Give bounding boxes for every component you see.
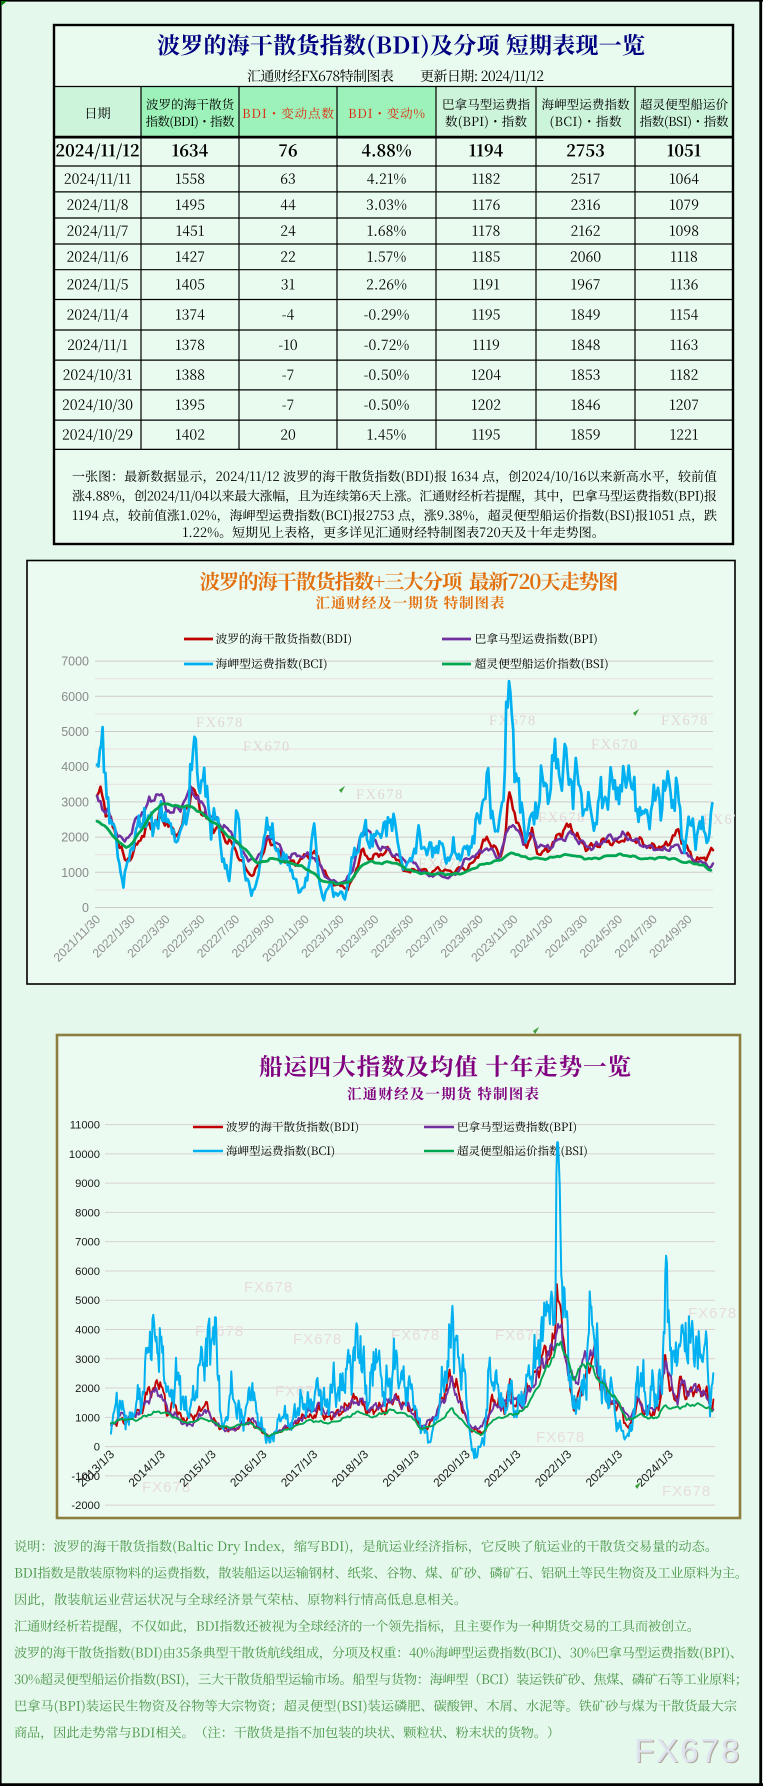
svg-text:FX670: FX670 xyxy=(591,737,639,753)
svg-text:FX678: FX678 xyxy=(536,1429,585,1446)
svg-text:FX678: FX678 xyxy=(196,715,244,731)
svg-text:1000: 1000 xyxy=(61,866,89,880)
svg-text:7000: 7000 xyxy=(61,655,89,669)
svg-text:FX678: FX678 xyxy=(142,1479,191,1496)
svg-text:FX678: FX678 xyxy=(293,1331,342,1348)
svg-text:4000: 4000 xyxy=(61,760,89,774)
svg-text:1000: 1000 xyxy=(75,1412,100,1424)
svg-text:5000: 5000 xyxy=(75,1295,100,1307)
svg-text:FX678: FX678 xyxy=(635,1733,742,1770)
svg-text:FX678: FX678 xyxy=(495,1327,544,1344)
svg-text:FX678: FX678 xyxy=(195,1323,244,1340)
svg-text:11000: 11000 xyxy=(70,1120,100,1132)
svg-text:-2000: -2000 xyxy=(71,1500,100,1512)
svg-text:FX670: FX670 xyxy=(243,739,291,755)
svg-text:-1000: -1000 xyxy=(71,1471,100,1483)
svg-text:10000: 10000 xyxy=(69,1149,100,1161)
svg-text:FX678: FX678 xyxy=(275,1383,324,1400)
svg-text:4000: 4000 xyxy=(75,1325,100,1337)
svg-text:9000: 9000 xyxy=(75,1178,100,1190)
svg-text:0: 0 xyxy=(94,1442,100,1454)
svg-text:2000: 2000 xyxy=(61,831,89,845)
svg-text:FX678: FX678 xyxy=(356,787,404,803)
svg-text:3000: 3000 xyxy=(75,1354,100,1366)
svg-text:FX678: FX678 xyxy=(634,1732,741,1769)
svg-text:FX678: FX678 xyxy=(244,1279,293,1296)
svg-text:FX678: FX678 xyxy=(391,1327,440,1344)
svg-text:6000: 6000 xyxy=(61,690,89,704)
svg-text:5000: 5000 xyxy=(61,725,89,739)
svg-text:FX678: FX678 xyxy=(418,856,466,872)
svg-text:FX678: FX678 xyxy=(662,1483,711,1500)
svg-text:FX678: FX678 xyxy=(661,713,709,729)
svg-text:FX678: FX678 xyxy=(688,1305,737,1322)
svg-text:FX678: FX678 xyxy=(538,810,586,826)
svg-text:3000: 3000 xyxy=(61,795,89,809)
svg-text:8000: 8000 xyxy=(75,1207,100,1219)
svg-text:2000: 2000 xyxy=(75,1383,100,1395)
svg-text:0: 0 xyxy=(82,901,89,915)
svg-text:6000: 6000 xyxy=(75,1266,100,1278)
svg-text:7000: 7000 xyxy=(75,1237,100,1249)
